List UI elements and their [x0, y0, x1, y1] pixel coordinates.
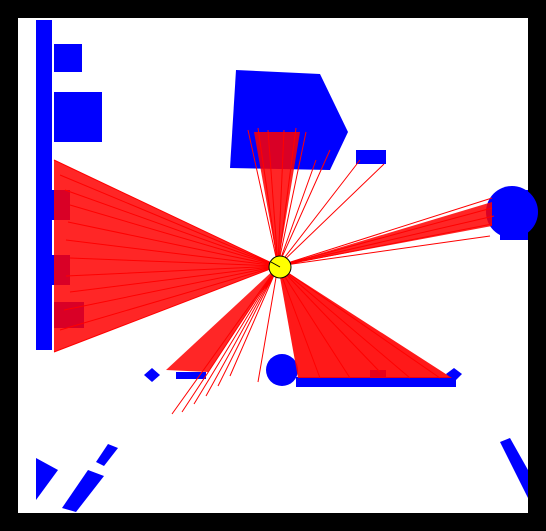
obstacle-small-bar-top: [356, 150, 386, 164]
obstacle-right-stub: [500, 190, 528, 240]
robot-heading-indicator: [270, 261, 281, 268]
obstacle-large-box: [54, 92, 102, 142]
robot: [268, 255, 292, 279]
obstacle-left-dot: [144, 368, 160, 382]
obstacle-bottom-diamond: [446, 368, 462, 382]
laser-fan-lower-right: [277, 265, 452, 379]
obstacle-bottom-left-1: [36, 458, 58, 500]
obstacle-bottom-right: [500, 438, 528, 498]
laser-fan-lower-left: [166, 265, 279, 415]
laser-beams-right: [277, 197, 495, 267]
obstacle-bottom-bar: [296, 377, 456, 387]
obstacle-left-bar: [176, 372, 206, 379]
obstacle-bottom-left-3: [96, 444, 118, 466]
obstacle-small-square: [54, 44, 82, 72]
laser-scan: [53, 127, 495, 415]
obstacle-bottom-left-2: [62, 470, 104, 512]
laser-fan-left: [53, 159, 279, 353]
obstacle-left-wall: [36, 20, 52, 350]
obstacle-bottom-disk: [266, 354, 298, 386]
laser-beams-up: [247, 127, 385, 267]
